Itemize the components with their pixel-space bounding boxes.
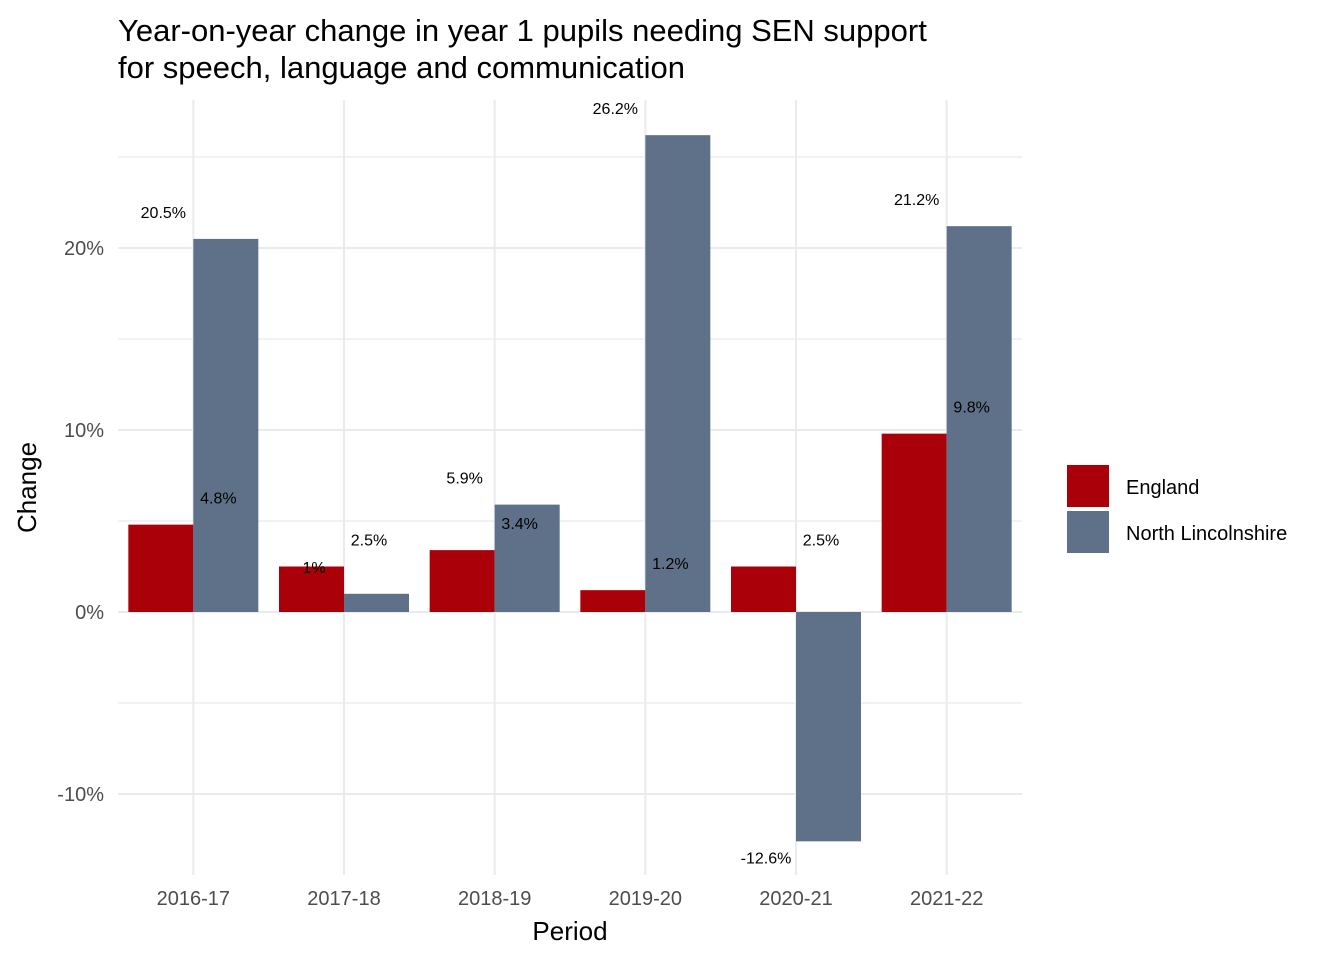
data-label: 1.2% bbox=[652, 556, 688, 573]
data-labels: 4.8% 20.5% 2.5% 1% 3.4% 5.9% 1.2% 26.2% 2.5% -12.… bbox=[141, 101, 990, 867]
x-tick-label: 2021-22 bbox=[910, 888, 983, 910]
bar-north-lincolnshire bbox=[645, 135, 711, 612]
legend-label: North Lincolnshire bbox=[1126, 523, 1287, 545]
legend-key bbox=[1067, 511, 1109, 553]
data-label: 2.5% bbox=[803, 533, 839, 550]
data-label: 2.5% bbox=[351, 533, 387, 550]
x-tick-label: 2020-21 bbox=[759, 888, 832, 910]
y-axis: -10% 0% 10% 20% bbox=[57, 238, 104, 806]
bar-north-lincolnshire bbox=[494, 504, 560, 612]
data-label: 26.2% bbox=[593, 101, 638, 118]
y-tick-label: 20% bbox=[64, 238, 104, 260]
bar-north-lincolnshire bbox=[344, 593, 409, 612]
x-tick-label: 2017-18 bbox=[307, 888, 380, 910]
bar-england bbox=[279, 566, 344, 612]
x-tick-label: 2018-19 bbox=[458, 888, 531, 910]
bar-england bbox=[580, 590, 646, 612]
x-tick-label: 2019-20 bbox=[609, 888, 682, 910]
y-tick-label: 10% bbox=[64, 420, 104, 442]
data-label: 5.9% bbox=[446, 471, 482, 488]
y-tick-label: 0% bbox=[75, 602, 104, 624]
bar-north-lincolnshire bbox=[946, 226, 1012, 612]
y-axis-title: Change bbox=[12, 442, 42, 533]
legend-key bbox=[1067, 465, 1109, 507]
legend-label: England bbox=[1126, 477, 1199, 499]
y-tick-label: -10% bbox=[57, 784, 104, 806]
data-label: 9.8% bbox=[953, 400, 989, 417]
data-label: 3.4% bbox=[501, 516, 537, 533]
data-label: 4.8% bbox=[200, 491, 236, 508]
legend: England North Lincolnshire bbox=[1067, 465, 1287, 553]
data-label: 21.2% bbox=[894, 192, 939, 209]
data-label: 20.5% bbox=[141, 205, 186, 222]
x-axis-title: Period bbox=[532, 916, 607, 946]
bar-england bbox=[429, 550, 495, 612]
data-label: 1% bbox=[302, 560, 325, 577]
bar-england bbox=[128, 524, 194, 612]
bar-north-lincolnshire bbox=[193, 238, 259, 612]
bar-england bbox=[881, 433, 947, 612]
x-tick-label: 2016-17 bbox=[157, 888, 230, 910]
data-label: -12.6% bbox=[741, 850, 792, 867]
chart-title: Year-on-year change in year 1 pupils nee… bbox=[118, 13, 927, 85]
bar-england bbox=[731, 566, 796, 612]
x-axis: 2016-17 2017-18 2018-19 2019-20 2020-21 2021-… bbox=[157, 888, 984, 910]
bar-north-lincolnshire bbox=[796, 612, 861, 842]
bars bbox=[128, 135, 1012, 842]
